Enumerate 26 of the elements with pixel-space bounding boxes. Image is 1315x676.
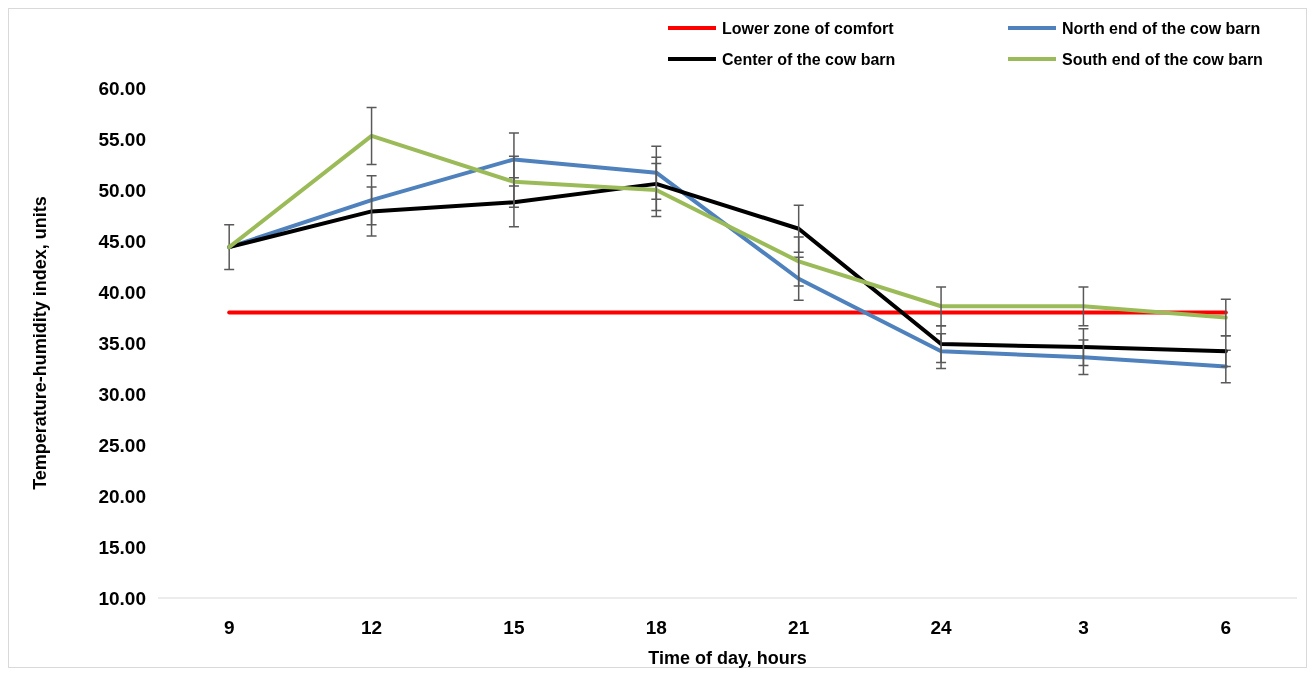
x-tick-label: 12 [360, 617, 383, 638]
y-tick-label: 35.00 [98, 332, 146, 354]
line-series [227, 133, 1228, 320]
x-tick-label: 21 [788, 617, 810, 638]
x-tick-label: 9 [223, 617, 235, 638]
x-tick-label: 15 [503, 617, 525, 638]
y-tick-label: 50.00 [98, 179, 146, 201]
y-tick-label: 40.00 [98, 281, 146, 303]
x-tick-label: 24 [930, 617, 953, 638]
y-tick-label: 15.00 [98, 536, 146, 558]
y-axis-title: Temperature-humidity index, units [30, 196, 50, 490]
x-tick-label: 6 [1220, 617, 1232, 638]
x-tick-label: 18 [645, 617, 667, 638]
x-tick-label: 3 [1078, 617, 1089, 638]
y-tick-label: 30.00 [98, 383, 146, 405]
legend-label: Lower zone of comfort [722, 19, 895, 37]
legend-label: South end of the cow barn [1062, 50, 1263, 68]
x-axis-title: Time of day, hours [648, 648, 807, 668]
y-tick-label: 10.00 [98, 587, 146, 609]
y-tick-label: 25.00 [98, 434, 146, 456]
legend-label: North end of the cow barn [1062, 19, 1261, 37]
y-tick-label: 20.00 [98, 485, 146, 507]
y-tick-label: 55.00 [98, 128, 146, 150]
y-tick-label: 45.00 [98, 230, 146, 252]
y-tick-label: 60.00 [98, 77, 146, 99]
legend-label: Center of the cow barn [722, 50, 896, 68]
